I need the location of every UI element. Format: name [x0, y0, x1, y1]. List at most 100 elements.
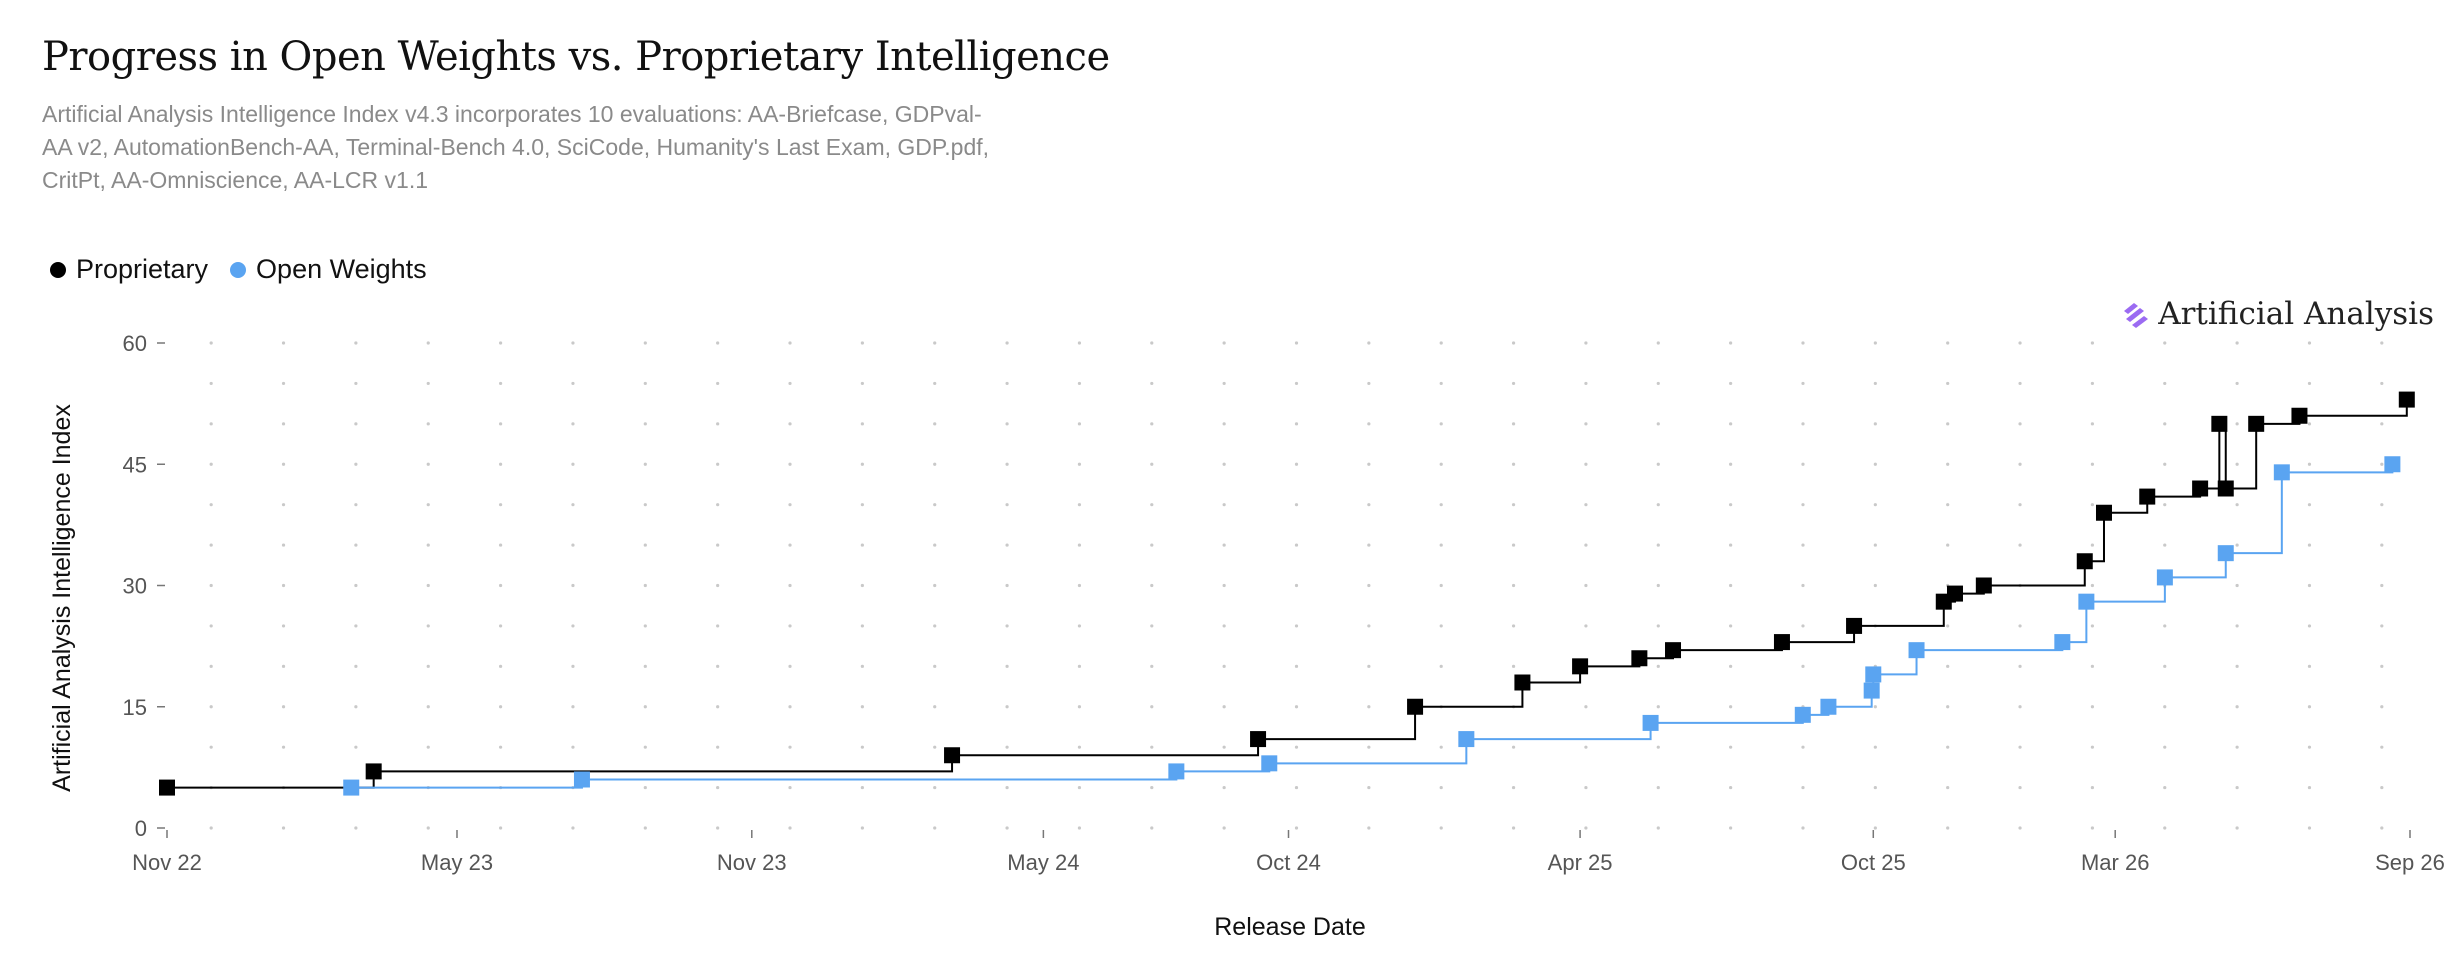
grid-dot [1729, 381, 1733, 386]
grid-dot [1005, 583, 1009, 588]
grid-dot [788, 503, 792, 507]
y-tick-label: 15 [123, 695, 147, 720]
grid-dot [2307, 705, 2312, 709]
grid-dot [860, 664, 864, 668]
grid-dot [860, 785, 864, 790]
series-line-proprietary [167, 399, 2408, 789]
x-tick-label: May 23 [421, 850, 493, 875]
legend-item-proprietary[interactable]: Proprietary [50, 254, 208, 285]
data-point-open-weights [2384, 456, 2401, 473]
grid-dot [1873, 826, 1877, 830]
grid-dot [2380, 826, 2384, 830]
x-tick-label: Sep 26 [2375, 850, 2445, 875]
grid-dot [571, 462, 575, 466]
grid-dot [209, 422, 213, 426]
grid-dot [1511, 341, 1516, 345]
grid-dot [1005, 341, 1009, 345]
data-point-open-weights [2054, 634, 2071, 651]
grid-dot [281, 381, 286, 386]
grid-dot [1222, 745, 1226, 749]
grid-dot [1584, 745, 1588, 749]
grid-dot [933, 705, 937, 709]
x-tick-label: Apr 25 [1548, 850, 1613, 875]
grid-dot [1873, 381, 1877, 386]
legend-label-open-weights: Open Weights [256, 254, 427, 284]
grid-dot [1946, 826, 1950, 830]
grid-dot [643, 664, 647, 668]
grid-dot [1656, 503, 1660, 507]
grid-dot [716, 785, 720, 790]
grid-dot [426, 664, 430, 668]
grid-dot [860, 583, 864, 588]
legend-item-open-weights[interactable]: Open Weights [230, 254, 427, 285]
grid-dot [1584, 462, 1588, 466]
grid-dot [788, 664, 792, 668]
grid-dot [1656, 826, 1660, 830]
grid-dot [426, 341, 430, 345]
grid-dot [716, 624, 720, 628]
grid-dot [1656, 705, 1660, 709]
grid-dot [1946, 381, 1950, 386]
grid-dot [643, 503, 647, 507]
grid-dot [716, 705, 720, 709]
grid-dot [1005, 422, 1009, 426]
grid-dot [354, 341, 358, 345]
grid-dot [2380, 583, 2384, 588]
grid-dot [2307, 745, 2312, 749]
grid-dot [1150, 381, 1154, 386]
legend-marker-open-weights [230, 261, 247, 278]
data-point-open-weights [1794, 706, 1811, 723]
grid-dot [426, 462, 430, 466]
grid-dot [643, 583, 647, 588]
grid-dot [354, 543, 358, 547]
x-tick-label: Oct 25 [1841, 850, 1906, 875]
grid-dot [1584, 826, 1588, 830]
grid-dot [1656, 664, 1660, 668]
grid-dot [1656, 341, 1660, 345]
grid-dot [1656, 381, 1660, 386]
grid-dot [2235, 341, 2239, 345]
data-point-proprietary [2211, 415, 2228, 432]
grid-dot [1729, 462, 1733, 466]
grid-dot [2307, 543, 2312, 547]
grid-dot [571, 422, 575, 426]
grid-dot [2380, 785, 2384, 790]
grid-dot [1005, 785, 1009, 790]
grid-dot [788, 785, 792, 790]
grid-dot [1656, 745, 1660, 749]
grid-dot [1946, 785, 1950, 790]
grid-dot [1222, 705, 1226, 709]
grid-dot [2380, 705, 2384, 709]
grid-dot [2380, 462, 2384, 466]
grid-dot [860, 462, 864, 466]
grid-dot [643, 745, 647, 749]
grid-dot [2163, 462, 2167, 466]
grid-dot [933, 503, 937, 507]
data-point-proprietary [2248, 415, 2265, 432]
grid-dot [354, 422, 358, 426]
grid-dot [1077, 664, 1082, 668]
grid-dot [1294, 664, 1299, 668]
y-tick-label: 30 [123, 574, 147, 599]
grid-dot [1294, 785, 1299, 790]
grid-dot [1584, 503, 1588, 507]
x-tick-label: Oct 24 [1256, 850, 1321, 875]
brand-name: Artificial Analysis [2158, 296, 2434, 332]
grid-dot [281, 826, 286, 830]
grid-dot [788, 381, 792, 386]
x-tick-label: Nov 22 [132, 850, 202, 875]
grid-dot [860, 543, 864, 547]
grid-dot [933, 543, 937, 547]
grid-dot [1222, 341, 1226, 345]
grid-dot [1367, 705, 1371, 709]
grid-dot [2380, 341, 2384, 345]
grid-dot [1077, 543, 1082, 547]
grid-dot [1294, 826, 1299, 830]
grid-dot [643, 543, 647, 547]
grid-dot [1511, 381, 1516, 386]
grid-dot [716, 543, 720, 547]
grid-dot [571, 705, 575, 709]
y-tick-label: 0 [135, 816, 147, 841]
grid-dot [571, 624, 575, 628]
grid-dot [498, 745, 503, 749]
